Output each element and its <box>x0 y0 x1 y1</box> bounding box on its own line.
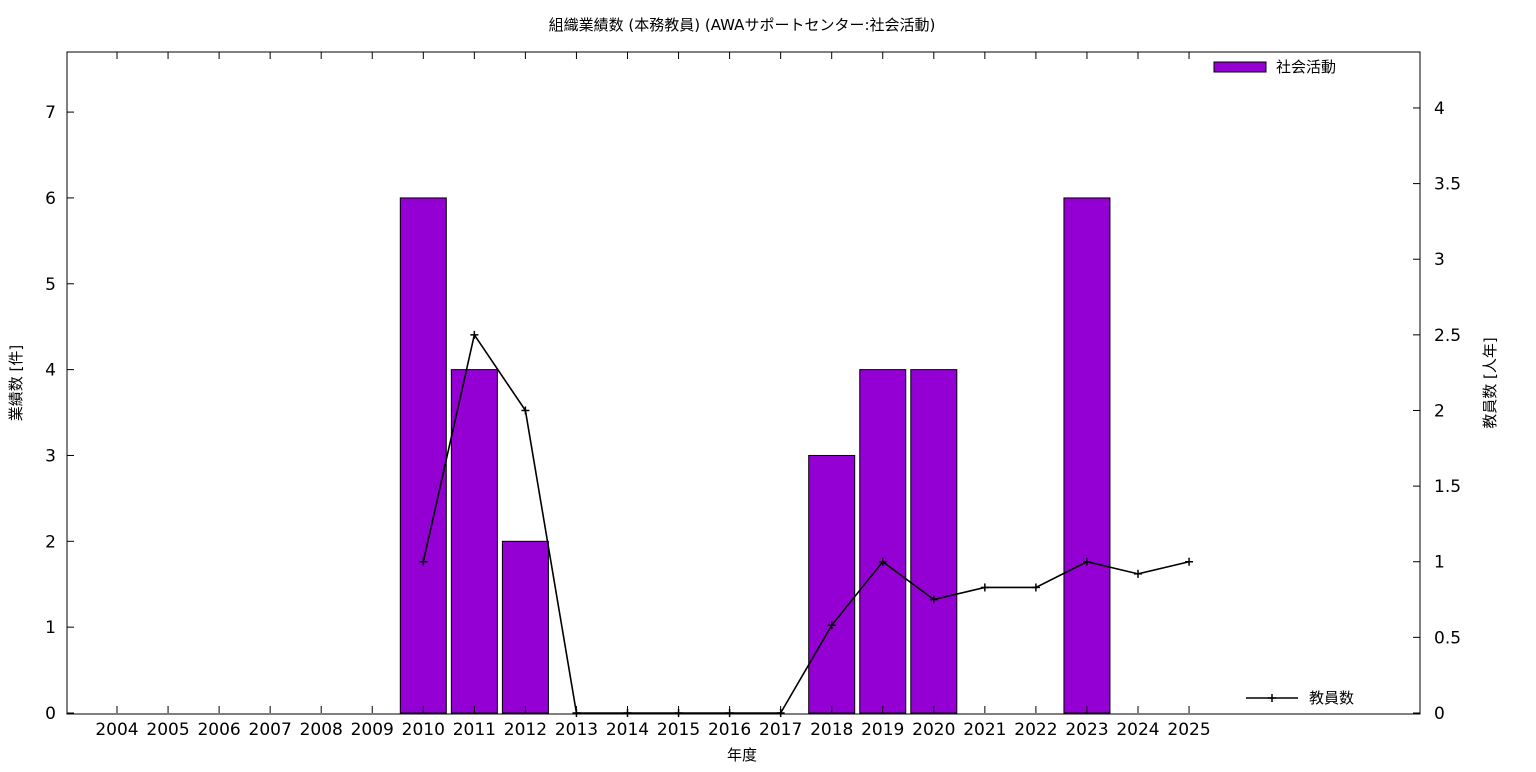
y-tick-label: 5 <box>45 275 56 295</box>
x-tick-label: 2023 <box>1065 720 1108 740</box>
y2-tick-label: 1.5 <box>1434 477 1461 497</box>
y2-axis-label: 教員数 [人年] <box>1481 337 1499 428</box>
x-tick-label: 2018 <box>810 720 853 740</box>
y2-tick-label: 0.5 <box>1434 628 1461 648</box>
y2-axis-ticks: 0 0.5 1 1.5 2 2.5 3 3.5 4 <box>1413 99 1461 724</box>
x-tick-label: 2012 <box>504 720 547 740</box>
line-point-2023 <box>1082 557 1091 566</box>
line-point-2019 <box>878 557 887 566</box>
x-tick-label: 2009 <box>351 720 394 740</box>
legend-bar: 社会活動 <box>1213 58 1336 76</box>
line-point-2022 <box>1031 583 1040 592</box>
line-point-2015 <box>674 709 683 717</box>
y2-tick-label: 3.5 <box>1434 175 1461 195</box>
y2-tick-label: 1 <box>1434 553 1445 573</box>
line-point-2013 <box>572 709 581 717</box>
bar-2019 <box>859 369 907 714</box>
line-point-2024 <box>1134 569 1142 578</box>
x-tick-label: 2021 <box>963 720 1006 740</box>
y-tick-label: 2 <box>45 532 56 552</box>
bar-2018 <box>808 454 856 714</box>
y-tick-label: 4 <box>45 361 56 381</box>
bar-2012 <box>501 540 549 714</box>
line-point-2010 <box>419 557 428 566</box>
plot-area-frame <box>66 51 1421 715</box>
x-tick-label: 2017 <box>759 720 802 740</box>
line-point-2011 <box>470 330 479 339</box>
y-axis-ticks: 0 1 2 3 4 5 6 7 <box>45 103 74 724</box>
x-tick-label: 2024 <box>1116 720 1159 740</box>
bar-2023 <box>1063 197 1111 714</box>
line-point-2021 <box>980 583 989 592</box>
line-point-2025 <box>1185 557 1194 566</box>
bar-2011 <box>450 369 498 714</box>
x-tick-label: 2006 <box>197 720 240 740</box>
line-series <box>419 330 1194 717</box>
y2-tick-label: 2.5 <box>1434 326 1461 346</box>
x-tick-label: 2004 <box>95 720 138 740</box>
line-point-2016 <box>725 709 734 717</box>
line-point-2020 <box>929 595 938 604</box>
legend-bar-swatch <box>1213 61 1267 73</box>
y2-tick-label: 0 <box>1434 704 1445 724</box>
x-tick-label: 2013 <box>555 720 598 740</box>
y-tick-label: 1 <box>45 618 56 638</box>
x-tick-label: 2022 <box>1014 720 1057 740</box>
x-tick-label: 2010 <box>402 720 445 740</box>
x-tick-label: 2008 <box>300 720 343 740</box>
legend-bar-label: 社会活動 <box>1276 58 1336 76</box>
y-tick-label: 6 <box>45 189 56 209</box>
x-tick-label: 2020 <box>912 720 955 740</box>
bar-series <box>399 197 1111 714</box>
y2-tick-label: 3 <box>1434 250 1445 270</box>
legend-line-label: 教員数 <box>1309 689 1354 707</box>
x-tick-label: 2019 <box>861 720 904 740</box>
line-point-2017 <box>776 709 785 717</box>
line-path <box>422 332 1190 714</box>
y2-tick-label: 4 <box>1434 99 1445 119</box>
line-point-2018 <box>827 621 836 630</box>
line-point-2012 <box>521 406 530 415</box>
x-tick-label: 2025 <box>1167 720 1210 740</box>
bar-2010 <box>399 197 447 714</box>
x-axis-label: 年度 <box>727 746 757 764</box>
y-axis-label: 業績数 [件] <box>7 345 25 421</box>
x-axis-ticks: 2004 2005 2006 2007 2008 2009 2010 2011 2012 2013… <box>95 52 1211 740</box>
x-tick-label: 2007 <box>249 720 292 740</box>
line-point-2014 <box>623 709 632 717</box>
y2-tick-label: 2 <box>1434 401 1445 421</box>
y-tick-label: 7 <box>45 103 56 123</box>
x-tick-label: 2015 <box>657 720 700 740</box>
bar-2020 <box>910 369 958 714</box>
x-tick-label: 2014 <box>606 720 649 740</box>
chart-title: 組織業績数 (本務教員) (AWAサポートセンター:社会活動) <box>549 16 936 34</box>
y-tick-label: 0 <box>45 704 56 724</box>
x-tick-label: 2016 <box>708 720 751 740</box>
legend-line: 教員数 <box>1246 689 1354 707</box>
x-tick-label: 2005 <box>146 720 189 740</box>
y-tick-label: 3 <box>45 446 56 466</box>
x-tick-label: 2011 <box>453 720 496 740</box>
